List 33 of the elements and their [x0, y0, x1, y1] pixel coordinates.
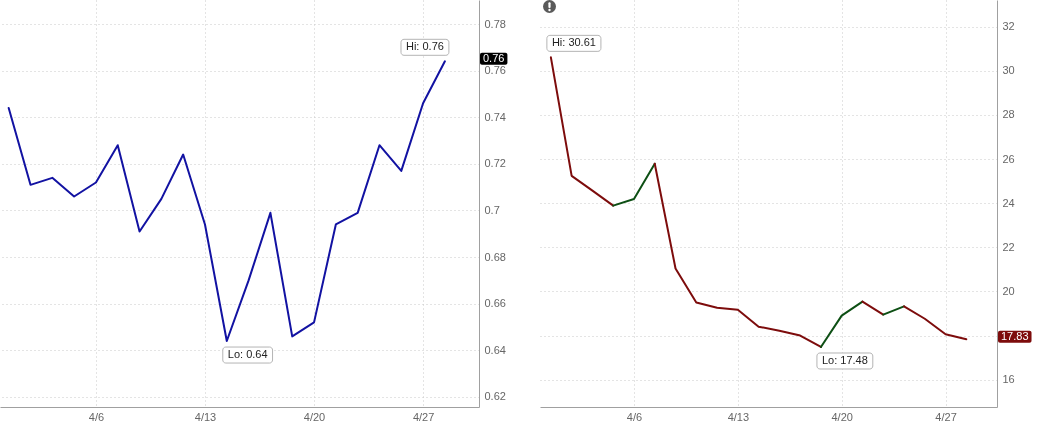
x-tick-label: 4/27: [412, 410, 435, 422]
y-tick-label: 0.76: [484, 64, 506, 77]
x-tick-label: 4/6: [88, 410, 105, 422]
x-tick-label: 4/20: [831, 410, 853, 422]
data-label: Lo: 17.48: [821, 354, 868, 366]
y-tick-label: 26: [1002, 152, 1015, 165]
data-label: Hi: 30.61: [551, 36, 596, 49]
y-tick-label: 28: [1002, 108, 1015, 121]
y-tick-label: 0.72: [484, 157, 506, 170]
x-tick-label: 4/20: [303, 410, 326, 422]
data-label: Hi: 0.76: [405, 40, 444, 53]
y-tick-label: 0.62: [484, 390, 506, 403]
y-tick-label: 16: [1002, 373, 1015, 386]
y-tick-label: 0.64: [484, 343, 506, 356]
y-tick-label: 0.78: [484, 17, 506, 30]
x-tick-label: 4/13: [194, 410, 217, 422]
y-tick-label: 0.74: [484, 110, 506, 123]
y-tick-label: 0.66: [484, 297, 506, 310]
y-tick-label: 20: [1002, 284, 1015, 297]
line-series: [653, 162, 822, 348]
line-series: [7, 60, 446, 343]
y-tick-label: 24: [1002, 196, 1015, 209]
y-tick-label: 0.68: [484, 250, 506, 263]
y-tick-label: 22: [1002, 240, 1015, 253]
line-series: [903, 305, 968, 341]
x-tick-label: 4/6: [626, 410, 643, 422]
data-label: Lo: 0.64: [227, 348, 268, 361]
y-tick-label: 32: [1002, 20, 1015, 33]
y-tick-label: 30: [1002, 64, 1015, 77]
x-tick-label: 4/13: [727, 410, 750, 422]
y-tick-label: 0.7: [484, 203, 500, 216]
x-tick-label: 4/27: [935, 410, 957, 422]
line-series: [549, 56, 615, 207]
